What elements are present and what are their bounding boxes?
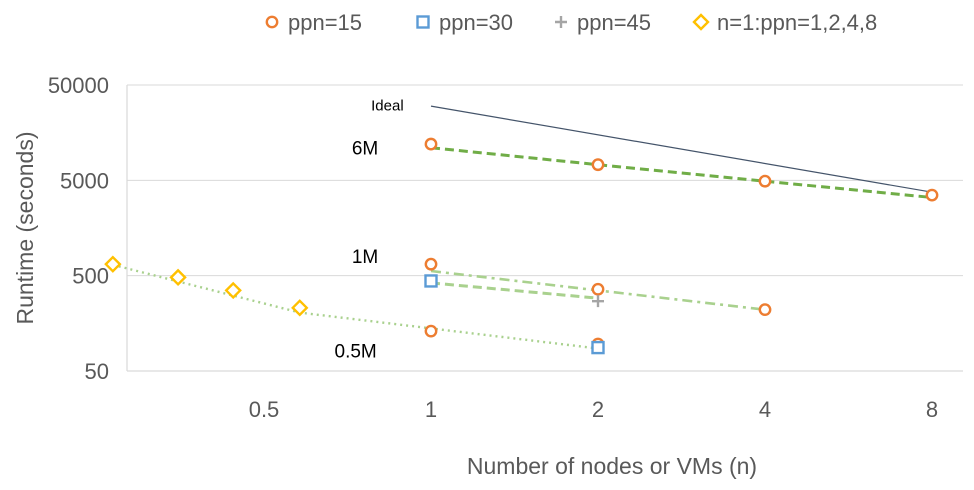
point-ppn-15 <box>758 303 772 317</box>
point-ppn-15 <box>424 324 438 338</box>
trend-line-6m <box>430 146 933 199</box>
point-ppn-45 <box>592 295 604 308</box>
point-ppn-30 <box>424 274 438 288</box>
annotations: Ideal 6M 1M 0.5M <box>335 97 404 362</box>
x-tick-label: 8 <box>926 397 938 422</box>
point-n-1-ppn-1-2-4-8 <box>104 255 122 273</box>
gridlines <box>126 84 963 372</box>
point-n-1-ppn-1-2-4-8 <box>224 281 242 300</box>
legend-marker-ppn-15 <box>265 15 279 29</box>
legend-marker-n-1-ppn-1-2-4-8 <box>692 13 710 31</box>
y-axis-title: Runtime (seconds) <box>12 131 38 324</box>
point-n-1-ppn-1-2-4-8 <box>169 268 187 287</box>
y-tick-label: 50000 <box>48 73 109 98</box>
trend-line-ideal <box>430 105 933 193</box>
legend-marker-ppn-30 <box>416 15 430 29</box>
data-markers <box>104 137 939 355</box>
annotation-0-5m: 0.5M <box>335 342 377 363</box>
point-ppn-15 <box>758 174 772 188</box>
legend-label-ppn-30: ppn=30 <box>439 10 513 35</box>
annotation-1m: 1M <box>352 247 378 268</box>
trend-line-unlabeled-3 <box>430 281 599 300</box>
point-n-1-ppn-1-2-4-8 <box>291 299 309 317</box>
x-tick-label: 0.5 <box>249 397 280 422</box>
y-tick-label: 500 <box>72 264 109 289</box>
x-tick-label: 1 <box>425 397 437 422</box>
legend-label-ppn-45: ppn=45 <box>577 10 651 35</box>
y-tick-label: 50 <box>85 359 109 384</box>
point-ppn-15 <box>925 188 939 202</box>
point-ppn-15 <box>591 158 605 172</box>
y-tick-label: 5000 <box>60 168 109 193</box>
x-tick-label: 4 <box>759 397 771 422</box>
point-ppn-15 <box>591 282 605 296</box>
x-axis-title: Number of nodes or VMs (n) <box>467 453 757 479</box>
legend-marker-ppn-45 <box>555 16 567 28</box>
trend-lines <box>112 105 933 350</box>
point-ppn-30 <box>591 340 605 355</box>
legend: ppn=15 ppn=30 ppn=45 n=1:ppn=1,2,4,8 <box>265 10 877 35</box>
legend-label-n-1-ppn-1-2-4-8: n=1:ppn=1,2,4,8 <box>717 10 877 35</box>
trend-line-0-5m <box>112 263 599 350</box>
axis-ticks: 50 500 5000 50000 0.5 1 2 4 8 <box>48 73 938 422</box>
annotation-6m: 6M <box>352 139 378 160</box>
point-ppn-15 <box>424 257 438 271</box>
point-ppn-15 <box>424 137 438 151</box>
annotation-ideal: Ideal <box>371 97 404 114</box>
x-tick-label: 2 <box>592 397 604 422</box>
legend-label-ppn-15: ppn=15 <box>288 10 362 35</box>
